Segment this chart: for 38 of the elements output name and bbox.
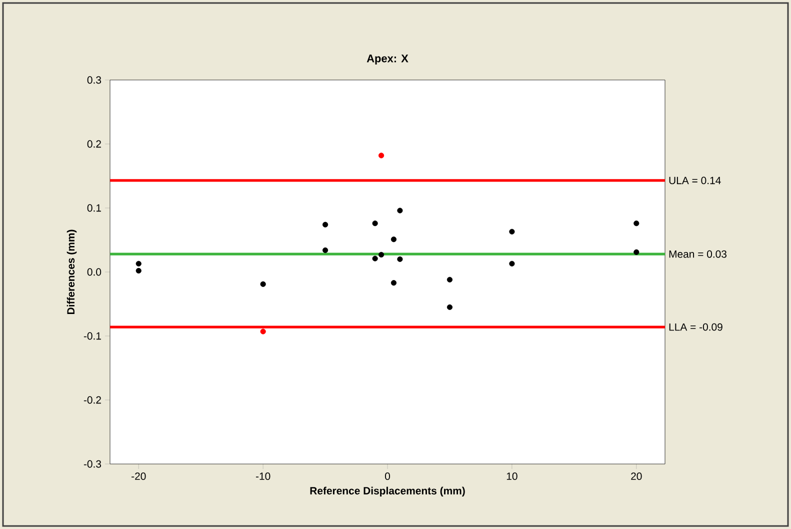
point [390,280,397,286]
point [397,208,403,214]
y-tick-label: 0.2 [87,140,101,148]
chart-title: Apex: X [366,54,408,64]
y-tick-label: 0.1 [87,204,101,212]
point [446,276,453,282]
point [136,260,142,266]
point [397,256,403,262]
x-axis-title: Reference Displacements (mm) [310,486,465,497]
point [509,228,515,234]
point [260,281,266,287]
y-tick-label: -0.1 [84,332,101,340]
point [378,152,384,158]
point [372,256,378,262]
y-tick-label: -0.2 [84,396,101,404]
x-tick-label: 20 [631,472,642,480]
point [509,260,515,266]
point [446,304,453,310]
x-tick-label: -10 [256,472,270,480]
ref-line-label: ULA = 0.14 [669,176,721,184]
y-tick-label: 0.0 [87,268,102,276]
point [378,252,384,258]
point [372,220,378,226]
ref-line-label: Mean = 0.03 [669,250,727,258]
x-tick-label: 10 [506,472,518,480]
x-tick-label: -20 [132,472,146,480]
point [322,247,328,254]
point [390,236,397,242]
y-tick-label: 0.3 [87,76,102,84]
point [136,268,142,274]
x-tick-label: 0 [385,472,390,480]
point [634,249,640,255]
point [322,222,328,228]
point [260,328,266,334]
point [634,220,640,226]
ref-line-label: LLA = -0.09 [669,323,722,331]
y-tick-label: -0.3 [84,460,102,468]
y-axis-title: Differences (mm) [66,230,77,314]
